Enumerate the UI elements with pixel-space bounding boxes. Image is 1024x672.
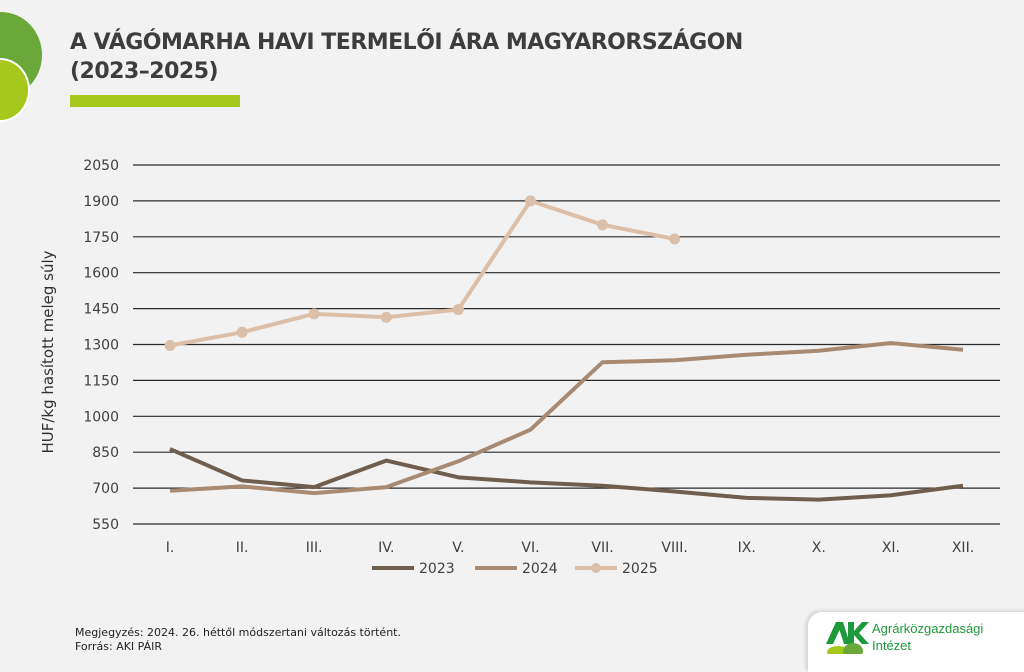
y-tick-label: 2050 bbox=[83, 158, 119, 174]
y-tick-label: 1150 bbox=[83, 373, 119, 389]
x-tick-label: I. bbox=[166, 540, 175, 556]
source-note: Forrás: AKI PÁIR bbox=[75, 640, 163, 653]
data-point-2025 bbox=[308, 308, 320, 320]
aki-logo-icon bbox=[826, 622, 869, 654]
x-tick-labels: I. II. III. IV. V. VI. VII. VIII. IX. X. XI. XII. bbox=[166, 540, 974, 556]
data-point-2025 bbox=[236, 326, 248, 338]
y-tick-label: 1450 bbox=[83, 302, 119, 318]
y-tick-label: 850 bbox=[92, 445, 119, 461]
legend-label-2023: 2023 bbox=[419, 561, 455, 577]
data-point-2025 bbox=[597, 219, 609, 231]
x-tick-label: XII. bbox=[952, 540, 974, 556]
x-tick-label: XI. bbox=[882, 540, 900, 556]
legend-label-2025: 2025 bbox=[622, 561, 658, 577]
y-tick-labels: 550 700 850 1000 1150 1300 1450 1600 1750 1900 205… bbox=[83, 158, 119, 533]
y-tick-label: 1900 bbox=[83, 194, 119, 210]
legend: 2023 2024 2025 bbox=[372, 561, 658, 577]
data-point-2025 bbox=[380, 311, 392, 323]
logo-text: Agrárközgazdasági Intézet bbox=[872, 620, 983, 654]
y-tick-label: 550 bbox=[92, 517, 119, 533]
logo-name-line-1: Agrárközgazdasági bbox=[872, 621, 984, 636]
x-tick-label: VIII. bbox=[661, 540, 687, 556]
series-line-2023 bbox=[169, 447, 964, 502]
series-line-2024 bbox=[169, 341, 964, 496]
y-axis-label: HUF/kg hasított meleg súly bbox=[39, 250, 57, 453]
x-tick-label: IV. bbox=[378, 540, 394, 556]
series-lines bbox=[164, 195, 964, 502]
y-tick-label: 1300 bbox=[83, 338, 119, 354]
data-point-2025 bbox=[669, 233, 681, 245]
legend-label-2024: 2024 bbox=[522, 561, 558, 577]
data-point-2025 bbox=[524, 195, 536, 207]
x-tick-label: III. bbox=[306, 540, 323, 556]
y-tick-label: 1600 bbox=[83, 266, 119, 282]
x-tick-label: VII. bbox=[591, 540, 613, 556]
x-tick-label: IX. bbox=[738, 540, 756, 556]
data-point-2025 bbox=[164, 339, 176, 351]
x-tick-label: II. bbox=[236, 540, 249, 556]
title-underline-bar bbox=[70, 95, 240, 107]
logo-name-line-2: Intézet bbox=[872, 638, 912, 653]
title-line-1: A VÁGÓMARHA HAVI TERMELŐI ÁRA MAGYARORSZ… bbox=[70, 30, 743, 55]
x-tick-label: X. bbox=[812, 540, 826, 556]
series-line-2025 bbox=[169, 198, 676, 348]
data-point-2025 bbox=[452, 304, 464, 316]
y-tick-label: 1000 bbox=[83, 409, 119, 425]
y-tick-label: 700 bbox=[92, 481, 119, 497]
x-tick-label: VI. bbox=[521, 540, 539, 556]
gridlines bbox=[133, 164, 1000, 525]
page-title: A VÁGÓMARHA HAVI TERMELŐI ÁRA MAGYARORSZ… bbox=[70, 28, 743, 86]
title-line-2: (2023–2025) bbox=[70, 59, 219, 84]
methodology-note: Megjegyzés: 2024. 26. héttől módszertani… bbox=[75, 626, 401, 639]
y-tick-label: 1750 bbox=[83, 230, 119, 246]
legend-marker-2025 bbox=[591, 563, 601, 573]
x-tick-label: V. bbox=[452, 540, 464, 556]
footer-notes: Megjegyzés: 2024. 26. héttől módszertani… bbox=[75, 626, 401, 654]
